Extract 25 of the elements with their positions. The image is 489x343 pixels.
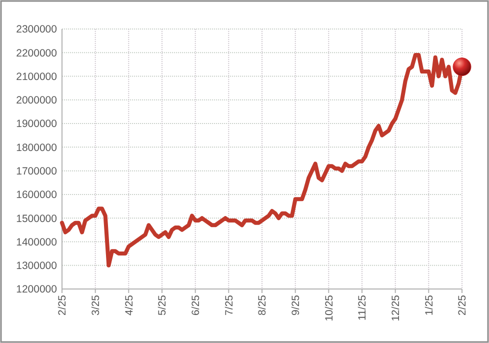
x-tick-label: 8/25 bbox=[256, 294, 269, 316]
x-tick-label: 2/25 bbox=[456, 294, 469, 316]
x-tick-label: 11/25 bbox=[356, 294, 369, 320]
y-tick-label: 2200000 bbox=[16, 47, 58, 60]
x-tick-label: 12/25 bbox=[390, 294, 402, 322]
x-tick-label: 2/25 bbox=[56, 294, 69, 316]
y-tick-label: 1600000 bbox=[16, 189, 58, 202]
y-tick-label: 1400000 bbox=[16, 236, 58, 248]
y-tick-label: 1700000 bbox=[16, 165, 58, 178]
x-tick-label: 9/25 bbox=[290, 294, 302, 316]
x-tick-label: 6/25 bbox=[190, 294, 202, 316]
y-tick-label: 1800000 bbox=[16, 142, 58, 154]
x-tick-label: 1/25 bbox=[423, 294, 436, 316]
y-tick-label: 2100000 bbox=[16, 70, 58, 83]
y-tick-label: 2300000 bbox=[16, 24, 58, 36]
y-tick-label: 2000000 bbox=[16, 94, 58, 107]
x-tick-label: 10/25 bbox=[323, 294, 336, 322]
x-tick-label: 3/25 bbox=[90, 294, 102, 316]
x-tick-label: 4/25 bbox=[123, 294, 136, 316]
y-tick-label: 1900000 bbox=[16, 118, 58, 130]
x-tick-label: 5/25 bbox=[156, 294, 169, 316]
x-tick-label: 7/25 bbox=[223, 294, 236, 316]
y-tick-label: 1200000 bbox=[16, 284, 58, 296]
y-tick-label: 1300000 bbox=[16, 260, 58, 272]
y-tick-label: 1500000 bbox=[16, 212, 58, 225]
